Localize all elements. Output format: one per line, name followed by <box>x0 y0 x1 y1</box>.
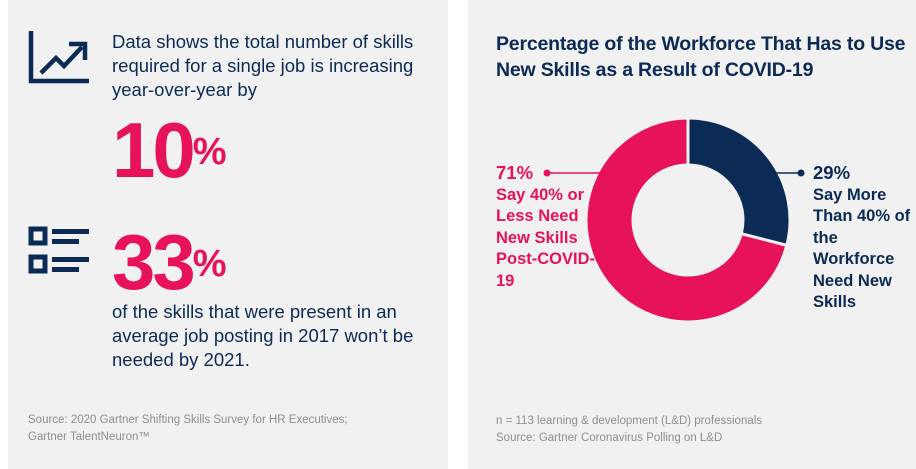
stat2-percent-sign: % <box>192 243 227 285</box>
stat2-value: 33% <box>112 222 227 302</box>
slice-text-label-29: Say More Than 40% of the Workforce Need … <box>813 185 911 312</box>
slice-value-label-29: 29% <box>813 162 851 183</box>
right-source-line-1: n = 113 learning & development (L&D) pro… <box>496 415 763 427</box>
stat2-description: of the skills that were present in an av… <box>112 301 414 370</box>
slice-value-label-71: 71% <box>496 162 534 183</box>
leader-29-dot <box>797 169 805 177</box>
chart-title: Percentage of the Workforce That Has to … <box>496 33 906 81</box>
donut-chart <box>543 116 805 324</box>
left-source-line-1: Source: 2020 Gartner Shifting Skills Sur… <box>28 414 348 426</box>
stat1-percent-sign: % <box>192 131 227 173</box>
skills-stats-panel: Data shows the total number of skills re… <box>8 0 448 469</box>
trending-up-chart-icon <box>28 31 89 84</box>
slice-label-more-than-40: 29% Say More Than 40% of the Workforce N… <box>813 162 916 314</box>
right-source-note: n = 113 learning & development (L&D) pro… <box>496 413 896 447</box>
slice-label-40-or-less: 71% Say 40% or Less Need New Skills Post… <box>496 162 606 292</box>
right-source-line-2: Source: Gartner Coronavirus Polling on L… <box>496 432 723 444</box>
covid-skills-chart-panel: Percentage of the Workforce That Has to … <box>468 0 916 469</box>
stat1-number: 10 <box>112 106 196 194</box>
slice-text-label-71: Say 40% or Less Need New Skills Post-COV… <box>496 185 595 290</box>
stat1-value: 10% <box>112 110 227 190</box>
left-source-note: Source: 2020 Gartner Shifting Skills Sur… <box>28 412 428 446</box>
left-source-line-2: Gartner TalentNeuron™ <box>28 431 150 443</box>
stat2-number: 33 <box>112 218 196 306</box>
stat1-description: Data shows the total number of skills re… <box>112 31 414 100</box>
donut-slice-40-or-less <box>584 116 789 324</box>
leader-71-dot <box>543 169 551 177</box>
donut-slice-more-than-40 <box>686 116 792 248</box>
checklist-icon <box>28 226 89 274</box>
